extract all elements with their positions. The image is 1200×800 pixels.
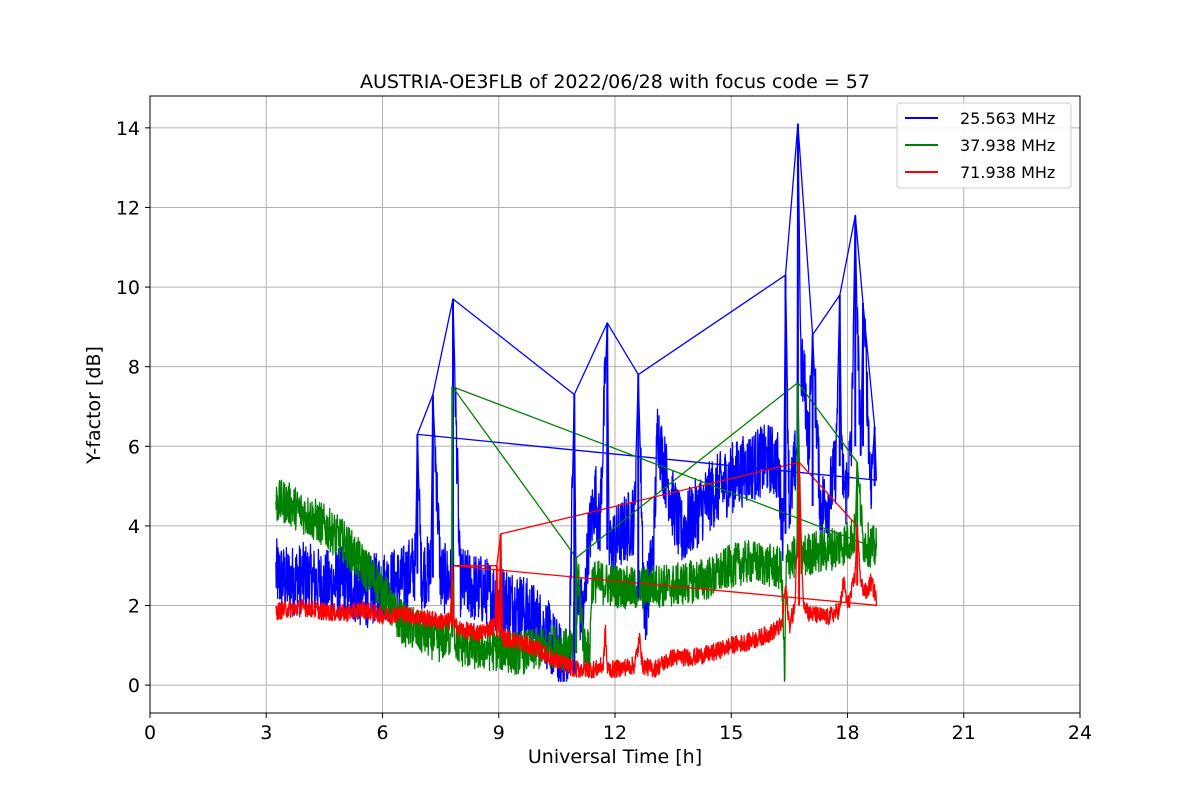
y-axis-label: Y-factor [dB] [83,346,105,465]
x-tick-label: 12 [603,722,627,744]
x-tick-label: 15 [719,722,743,744]
y-tick-label: 8 [128,357,140,379]
y-tick-label: 6 [128,436,140,458]
legend-label-2: 37.938 MHz [960,136,1055,155]
y-tick-label: 4 [128,516,140,538]
y-tick-label: 14 [116,118,140,140]
x-tick-label: 18 [835,722,859,744]
legend-label-1: 25.563 MHz [960,109,1055,128]
x-tick-label: 9 [493,722,505,744]
x-tick-label: 3 [260,722,272,744]
legend: 25.563 MHz 37.938 MHz 71.938 MHz [896,102,1072,189]
plot-series [275,123,878,682]
chart-title: AUSTRIA-OE3FLB of 2022/06/28 with focus … [360,71,870,93]
y-tick-label: 12 [116,197,140,219]
x-tick-label: 24 [1068,722,1092,744]
x-tick-label: 6 [376,722,388,744]
y-tick-label: 0 [128,675,140,697]
x-tick-label: 0 [144,722,156,744]
y-tick-label: 2 [128,596,140,618]
legend-box [896,102,1072,189]
x-axis-label: Universal Time [h] [528,746,702,768]
y-tick-label: 10 [116,277,140,299]
x-tick-label: 21 [952,722,976,744]
legend-label-3: 71.938 MHz [960,163,1055,182]
series-line-3 [275,461,878,679]
